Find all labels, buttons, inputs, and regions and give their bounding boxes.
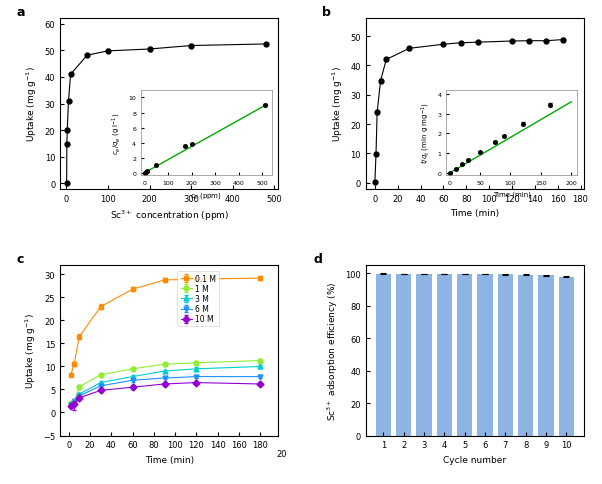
Bar — [436, 274, 452, 436]
Y-axis label: Uptake (mg g$^{-1}$): Uptake (mg g$^{-1}$) — [330, 66, 345, 142]
Y-axis label: Uptake (mg g$^{-1}$): Uptake (mg g$^{-1}$) — [23, 313, 37, 389]
Bar — [477, 274, 492, 436]
Text: b: b — [322, 6, 331, 19]
Bar — [376, 274, 391, 436]
X-axis label: Time (min): Time (min) — [144, 455, 194, 464]
X-axis label: Sc$^{3+}$ concentration (ppm): Sc$^{3+}$ concentration (ppm) — [110, 209, 229, 223]
Text: a: a — [16, 6, 25, 19]
X-axis label: Time (min): Time (min) — [450, 209, 500, 218]
Text: d: d — [314, 252, 322, 265]
Y-axis label: Uptake (mg g$^{-1}$): Uptake (mg g$^{-1}$) — [25, 66, 39, 142]
Bar — [518, 275, 533, 436]
Bar — [559, 277, 574, 436]
Bar — [396, 274, 411, 436]
Bar — [538, 276, 554, 436]
X-axis label: Cycle number: Cycle number — [443, 455, 506, 464]
Y-axis label: Sc$^{3+}$ adsorption efficiency (%): Sc$^{3+}$ adsorption efficiency (%) — [325, 281, 340, 420]
Bar — [457, 274, 473, 436]
Bar — [498, 275, 513, 436]
Legend: 0.1 M, 1 M, 3 M, 6 M, 10 M: 0.1 M, 1 M, 3 M, 6 M, 10 M — [178, 271, 219, 327]
Text: c: c — [16, 252, 24, 265]
Text: 20: 20 — [276, 449, 287, 458]
Bar — [417, 274, 432, 436]
